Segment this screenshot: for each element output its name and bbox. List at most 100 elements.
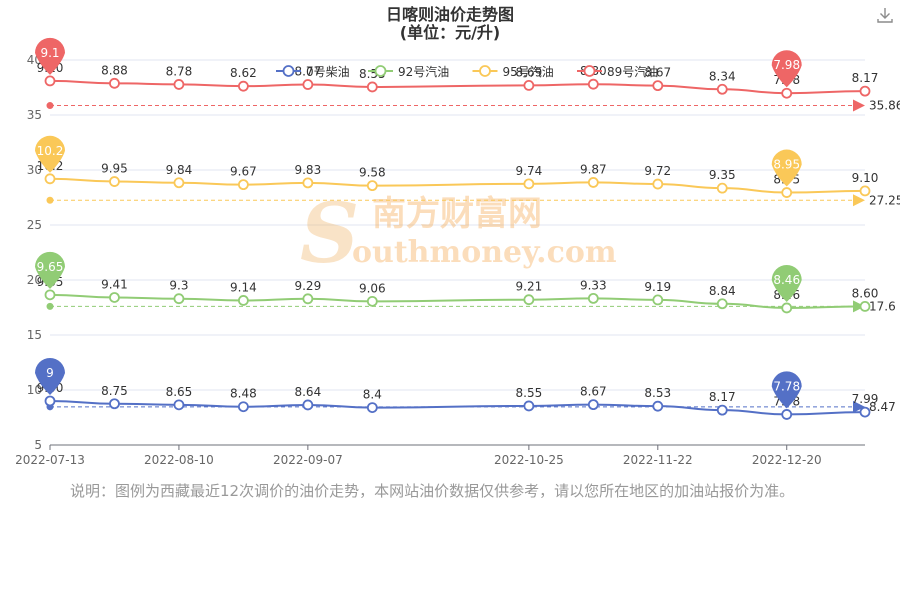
legend-label: 95号汽油 [503,64,554,79]
download-icon[interactable] [876,6,894,24]
data-label: 9.35 [709,168,736,182]
x-tick-label: 2022-12-20 [752,453,822,467]
data-point [587,177,599,188]
x-tick-label: 2022-09-07 [273,453,343,467]
data-label: 9.33 [580,278,607,292]
data-label: 9.67 [230,165,257,179]
data-point [109,398,120,410]
data-point [44,75,56,87]
min-marker-label: 8.95 [773,158,800,172]
data-label: 9.41 [101,277,128,291]
legend-swatch-marker [583,65,596,77]
data-label: 9.58 [359,166,386,180]
y-tick-label: 10 [27,383,42,397]
data-point [366,295,378,307]
average-line-start [46,102,54,110]
data-label: 8.62 [230,66,257,80]
data-label: 8.78 [166,64,193,78]
data-point [716,83,728,95]
max-marker-label: 9 [46,366,54,380]
average-line-arrow [853,400,865,413]
y-tick-label: 30 [27,163,42,177]
data-point [716,182,728,194]
data-point [781,302,793,314]
min-marker-pin [771,264,802,302]
average-line-start [46,196,54,204]
data-point [237,295,249,306]
legend-label: 89号汽油 [607,64,658,79]
data-label: 8.53 [644,386,671,400]
data-point [859,406,871,418]
series-line [49,177,866,194]
data-label: 8.88 [101,63,128,77]
data-label: 9.21 [516,280,543,294]
max-marker-label: 10.2 [37,144,64,158]
markers-layer: 8.479.008.758.658.488.648.48.558.678.538… [35,37,900,420]
data-point [237,80,249,92]
legend-swatch-marker [374,65,387,77]
data-label: 9.84 [166,163,193,177]
chart-title: 日喀则油价走势图 [386,5,514,24]
average-value-label: 35.86 [869,99,900,113]
data-point [523,80,535,91]
y-tick-label: 20 [27,273,42,287]
data-point [523,178,535,190]
data-label: 8.48 [230,387,257,401]
data-label: 9.19 [644,280,671,294]
data-point [44,173,56,185]
x-tick-label: 2022-10-25 [494,453,564,467]
data-point [173,293,185,305]
data-label: 9.14 [230,280,257,294]
x-tick-label: 2022-07-13 [15,453,85,467]
series-line [49,400,866,416]
data-point [716,298,728,310]
data-point [587,292,599,304]
data-point [652,400,664,412]
max-marker-pin [35,251,65,289]
average-value-label: 27.25 [869,193,900,207]
data-point [859,85,871,97]
data-label: 8.17 [709,390,736,404]
min-marker-label: 7.78 [773,379,800,393]
data-point [781,409,793,420]
min-marker-pin [771,149,802,187]
data-point [237,401,249,413]
max-marker-label: 9.1 [40,46,59,60]
data-point [237,179,249,191]
data-label: 8.55 [516,386,543,400]
legend: 0号柴油 92号汽油 95号汽油 89号汽油 [276,64,658,79]
legend-swatch-marker [282,65,295,77]
legend-swatch-marker [479,65,491,77]
max-marker-label: 9.65 [37,260,64,274]
y-tick-label: 35 [27,108,42,122]
data-point [523,400,535,412]
data-label: 8.67 [644,66,671,80]
data-point [302,293,314,305]
watermark-en: outhmoney.com [352,235,617,270]
data-point [109,77,120,89]
data-point [44,289,56,301]
data-label: 8.77 [294,65,321,79]
data-point [173,399,185,411]
data-point [173,177,185,189]
data-label: 9.74 [516,164,543,178]
data-point [652,294,664,306]
y-tick-label: 5 [34,438,42,452]
data-label: 8.64 [294,385,321,399]
average-line-start [46,302,54,310]
data-label: 9.95 [101,162,128,176]
data-label: 8.65 [166,385,193,399]
data-point [781,87,793,99]
data-label: 8.69 [516,65,543,79]
data-point [173,79,185,90]
data-point [523,294,535,306]
data-point [716,404,728,416]
min-marker-label: 7.98 [773,58,800,72]
y-tick-label: 15 [27,328,42,342]
data-point [366,402,378,414]
data-label: 8.60 [852,286,879,300]
data-label: 9.3 [169,279,188,293]
min-marker-pin [771,50,802,88]
